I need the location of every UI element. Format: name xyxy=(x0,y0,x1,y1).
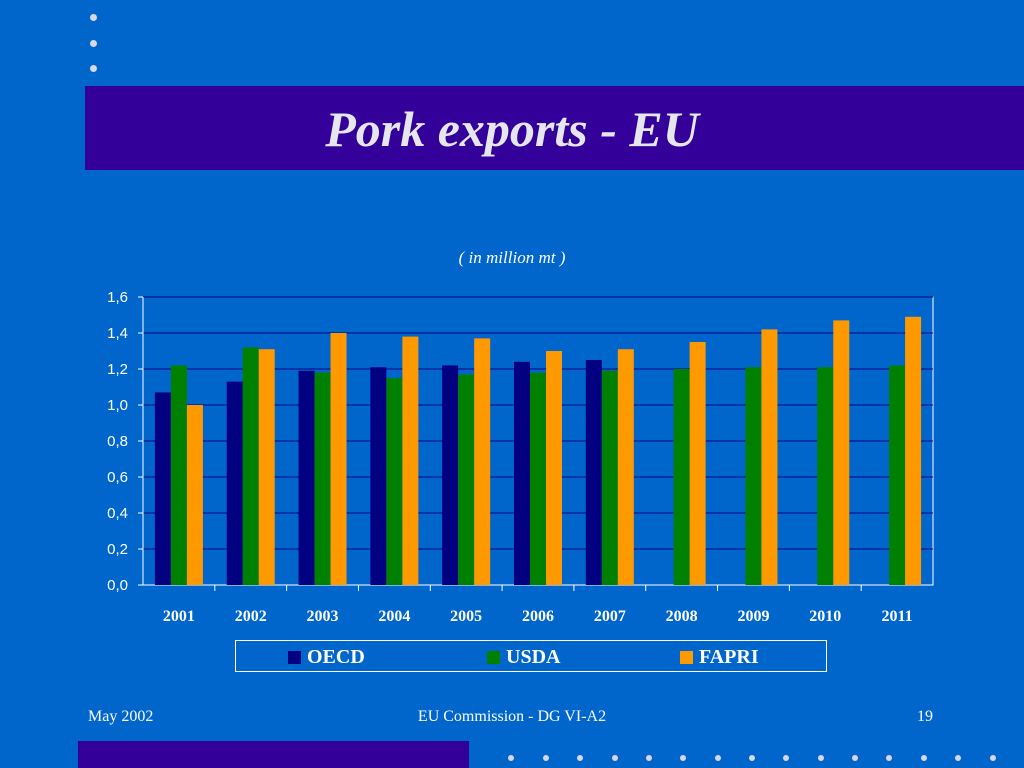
decorative-dot xyxy=(749,755,755,761)
bottom-bar xyxy=(78,741,469,768)
bar-fapri-2004 xyxy=(402,336,419,585)
x-tick-label: 2005 xyxy=(450,608,482,625)
bar-usda-2004 xyxy=(386,378,403,585)
bar-fapri-2009 xyxy=(761,329,778,585)
legend-item-oecd: OECD xyxy=(288,645,365,669)
bar-usda-2009 xyxy=(745,367,762,585)
bar-fapri-2008 xyxy=(689,342,706,585)
legend-item-fapri: FAPRI xyxy=(680,645,759,669)
decorative-dot xyxy=(783,755,789,761)
legend-swatch-fapri xyxy=(680,651,693,664)
x-tick-label: 2001 xyxy=(163,608,195,625)
x-tick-label: 2004 xyxy=(378,608,410,625)
decorative-dot xyxy=(612,755,618,761)
y-tick-label: 1,0 xyxy=(107,397,128,414)
decorative-dot xyxy=(680,755,686,761)
footer-date: May 2002 xyxy=(88,708,154,725)
bar-oecd-2003 xyxy=(298,370,315,585)
decorative-dot xyxy=(990,755,996,761)
bar-fapri-2006 xyxy=(546,351,562,585)
bar-fapri-2001 xyxy=(186,405,203,585)
bar-oecd-2004 xyxy=(370,367,387,585)
y-tick-label: 0,0 xyxy=(107,577,128,594)
footer-organization: EU Commission - DG VI-A2 xyxy=(417,708,607,725)
x-tick-label: 2010 xyxy=(809,608,841,625)
bar-fapri-2011 xyxy=(905,316,922,585)
bar-oecd-2007 xyxy=(585,360,602,585)
bar-fapri-2003 xyxy=(330,333,347,585)
y-tick-label: 0,8 xyxy=(107,433,128,450)
y-tick-label: 0,2 xyxy=(107,541,128,558)
x-tick-label: 2003 xyxy=(307,608,339,625)
bar-fapri-2005 xyxy=(474,338,491,585)
decorative-dot xyxy=(886,755,892,761)
bar-oecd-2001 xyxy=(154,392,171,585)
decorative-dot xyxy=(852,755,858,761)
bar-usda-2008 xyxy=(673,369,690,585)
bar-usda-2005 xyxy=(458,374,475,585)
legend-swatch-oecd xyxy=(288,651,301,664)
legend-item-usda: USDA xyxy=(487,645,560,669)
bar-oecd-2006 xyxy=(514,361,530,585)
decorative-dot xyxy=(577,755,583,761)
y-tick-label: 1,2 xyxy=(107,361,128,378)
bar-usda-2003 xyxy=(314,372,331,585)
x-tick-label: 2011 xyxy=(882,608,913,625)
decorative-dot xyxy=(715,755,721,761)
bar-fapri-2007 xyxy=(617,349,634,585)
legend-label-usda: USDA xyxy=(506,646,561,668)
decorative-dot xyxy=(508,755,514,761)
y-tick-label: 1,4 xyxy=(107,325,128,342)
chart-subtitle: ( in million mt ) xyxy=(458,248,566,267)
bar-usda-2010 xyxy=(817,367,834,585)
y-tick-label: 0,6 xyxy=(107,469,128,486)
x-tick-label: 2006 xyxy=(522,608,554,625)
bar-oecd-2005 xyxy=(442,365,459,585)
footer-page-number: 19 xyxy=(917,708,933,725)
chart-legend: OECD USDA FAPRI xyxy=(235,640,827,672)
decorative-dot xyxy=(955,755,961,761)
bar-usda-2007 xyxy=(601,370,618,585)
bar-fapri-2010 xyxy=(833,320,850,585)
bar-usda-2011 xyxy=(889,365,906,585)
bar-chart: 0,0 0,2 0,4 0,6 0,8 1,0 1,2 1,4 1,6 2001 2002 2003 2… xyxy=(107,289,934,625)
y-tick-label: 0,4 xyxy=(107,505,128,522)
x-tick-label: 2002 xyxy=(235,608,267,625)
x-tick-label: 2008 xyxy=(666,608,698,625)
bar-usda-2006 xyxy=(530,372,546,585)
decorative-dot xyxy=(646,755,652,761)
bar-usda-2001 xyxy=(170,365,187,585)
slide-title: Pork exports - EU xyxy=(325,101,699,157)
bar-fapri-2002 xyxy=(258,349,275,585)
bar-oecd-2002 xyxy=(226,381,243,585)
x-tick-label: 2009 xyxy=(737,608,769,625)
title-bar xyxy=(85,86,1024,170)
legend-label-oecd: OECD xyxy=(307,646,365,668)
decorative-dot xyxy=(543,755,549,761)
legend-label-fapri: FAPRI xyxy=(699,646,759,668)
legend-swatch-usda xyxy=(487,651,500,664)
decorative-dot xyxy=(921,755,927,761)
x-tick-label: 2007 xyxy=(594,608,626,625)
bar-usda-2002 xyxy=(242,347,259,585)
y-tick-label: 1,6 xyxy=(107,289,128,306)
decorative-dot xyxy=(818,755,824,761)
